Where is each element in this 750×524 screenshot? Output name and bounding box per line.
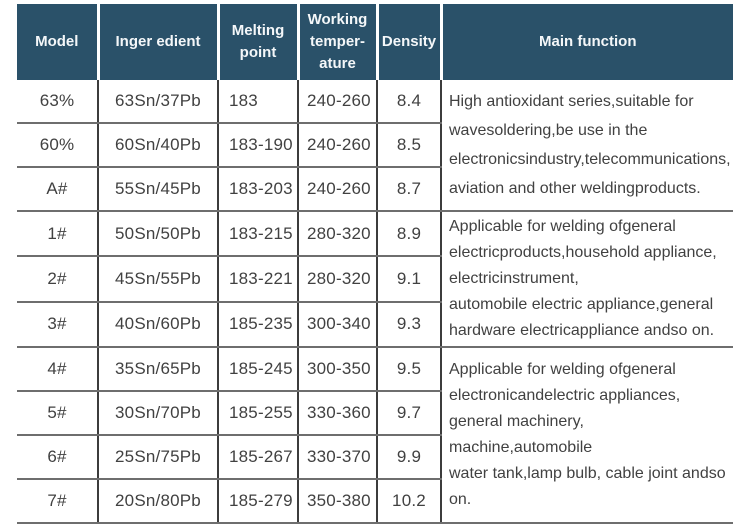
cell-model: 1# (17, 211, 99, 258)
cell-working-temperature: 330-370 (298, 435, 378, 480)
header-density: Density (377, 4, 443, 80)
cell-ingredient: 35Sn/65Pb (98, 347, 219, 392)
table-row: 6# 25Sn/75Pb 185-267 330-370 9.9 (17, 435, 733, 480)
cell-working-temperature: 350-380 (298, 479, 378, 524)
cell-model: 7# (17, 479, 99, 524)
cell-ingredient: 55Sn/45Pb (98, 167, 219, 212)
header-model: Model (17, 4, 100, 80)
cell-melting-point: 183-190 (218, 123, 299, 168)
cell-density: 8.5 (377, 123, 442, 168)
cell-ingredient: 50Sn/50Pb (98, 211, 219, 258)
cell-model: 4# (17, 347, 99, 392)
cell-working-temperature: 280-320 (298, 256, 378, 303)
cell-density: 9.5 (377, 347, 442, 392)
cell-density: 8.4 (377, 80, 442, 124)
cell-melting-point: 183 (218, 80, 299, 124)
header-main-function: Main function (441, 4, 733, 80)
cell-density: 9.9 (377, 435, 442, 480)
table-row: A# 55Sn/45Pb 183-203 240-260 8.7 (17, 167, 733, 212)
cell-working-temperature: 240-260 (298, 123, 378, 168)
cell-ingredient: 25Sn/75Pb (98, 435, 219, 480)
cell-melting-point: 185-279 (218, 479, 299, 524)
table-row: 3# 40Sn/60Pb 185-235 300-340 9.3 (17, 301, 733, 349)
cell-model: 2# (17, 256, 99, 303)
cell-main-function-group-2: Applicable for welding ofgeneral electri… (441, 211, 733, 348)
table-row: 63% 63Sn/37Pb 183 240-260 8.4 High antio… (17, 80, 733, 212)
cell-working-temperature: 300-350 (298, 347, 378, 392)
table-row: 5# 30Sn/70Pb 185-255 330-360 9.7 (17, 391, 733, 436)
cell-ingredient: 60Sn/40Pb (98, 123, 219, 168)
cell-melting-point: 183-215 (218, 211, 299, 258)
cell-model: 3# (17, 301, 99, 349)
cell-model: A# (17, 167, 99, 212)
cell-working-temperature: 330-360 (298, 391, 378, 436)
cell-model: 63% (17, 80, 99, 124)
cell-density: 9.7 (377, 391, 442, 436)
cell-main-function-group-1: High antioxidant series,suitable for wav… (441, 80, 733, 212)
cell-ingredient: 45Sn/55Pb (98, 256, 219, 303)
cell-ingredient: 30Sn/70Pb (98, 391, 219, 436)
cell-main-function-group-3: Applicable for welding ofgeneral electro… (441, 347, 733, 524)
header-row: Model Inger edient Melting point Working… (17, 4, 733, 80)
cell-working-temperature: 240-260 (298, 80, 378, 124)
cell-model: 5# (17, 391, 99, 436)
table-body: 63% 63Sn/37Pb 183 240-260 8.4 High antio… (17, 80, 733, 524)
header-ingredient: Inger edient (98, 4, 220, 80)
solder-spec-table-wrapper: Model Inger edient Melting point Working… (17, 4, 733, 524)
cell-working-temperature: 280-320 (298, 211, 378, 258)
table-row: 4# 35Sn/65Pb 185-245 300-350 9.5 Applica… (17, 347, 733, 524)
header-working-temperature: Working temper- ature (298, 4, 379, 80)
cell-ingredient: 20Sn/80Pb (98, 479, 219, 524)
table-header: Model Inger edient Melting point Working… (17, 4, 733, 80)
cell-melting-point: 185-245 (218, 347, 299, 392)
header-melting-point: Melting point (218, 4, 300, 80)
cell-density: 9.1 (377, 256, 442, 303)
cell-model: 6# (17, 435, 99, 480)
table-row: 2# 45Sn/55Pb 183-221 280-320 9.1 (17, 256, 733, 303)
solder-spec-table: Model Inger edient Melting point Working… (17, 4, 733, 524)
cell-ingredient: 63Sn/37Pb (98, 80, 219, 124)
table-row: 1# 50Sn/50Pb 183-215 280-320 8.9 Applica… (17, 211, 733, 348)
cell-melting-point: 183-221 (218, 256, 299, 303)
cell-melting-point: 185-255 (218, 391, 299, 436)
cell-melting-point: 185-267 (218, 435, 299, 480)
cell-working-temperature: 300-340 (298, 301, 378, 349)
cell-melting-point: 183-203 (218, 167, 299, 212)
cell-density: 8.9 (377, 211, 442, 258)
cell-density: 9.3 (377, 301, 442, 349)
cell-density: 10.2 (377, 479, 442, 524)
table-row: 60% 60Sn/40Pb 183-190 240-260 8.5 (17, 123, 733, 168)
cell-ingredient: 40Sn/60Pb (98, 301, 219, 349)
cell-density: 8.7 (377, 167, 442, 212)
cell-model: 60% (17, 123, 99, 168)
cell-working-temperature: 240-260 (298, 167, 378, 212)
cell-melting-point: 185-235 (218, 301, 299, 349)
